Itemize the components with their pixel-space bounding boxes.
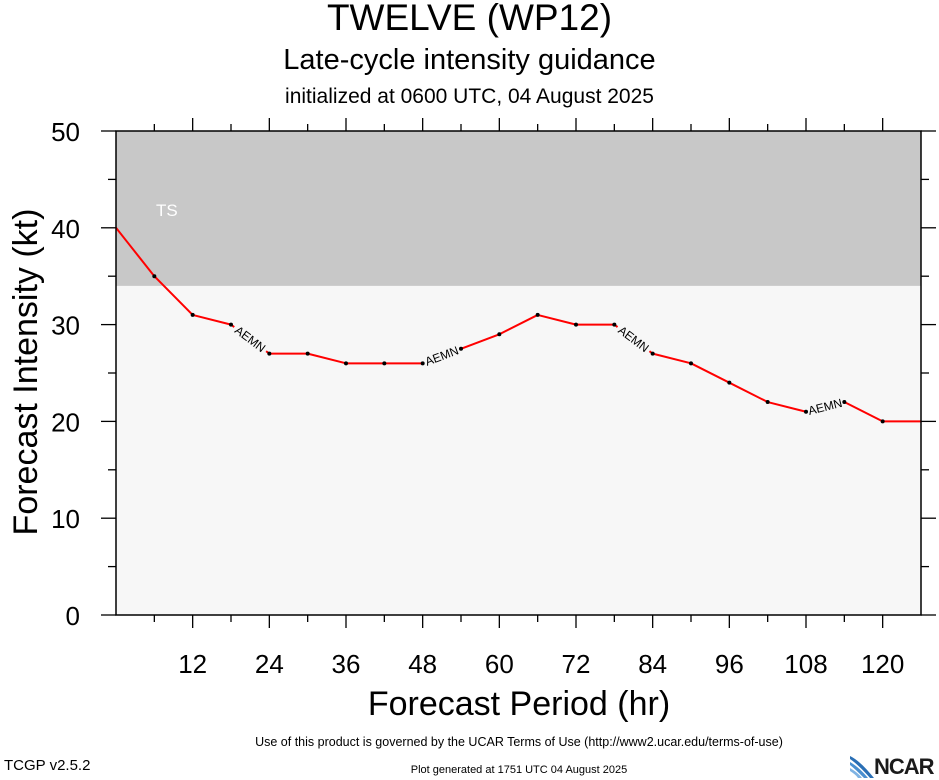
- y-tick-label: 20: [51, 407, 80, 437]
- data-point: [727, 380, 732, 385]
- data-point: [535, 312, 540, 317]
- y-tick-label: 0: [66, 601, 80, 631]
- data-point: [689, 361, 693, 366]
- series-segment: [537, 313, 577, 326]
- x-tick-label: 96: [715, 649, 744, 679]
- chart-title: TWELVE (WP12): [326, 0, 613, 38]
- axis-tick-labels: 12 24 36 48 60 72 84 96 108 120 0 10 20 30 40 50: [51, 117, 904, 679]
- data-point: [880, 419, 885, 424]
- series-segment: [460, 333, 500, 350]
- data-point: [459, 346, 463, 351]
- y-tick-label: 10: [51, 504, 80, 534]
- x-tick-label: 12: [178, 649, 207, 679]
- data-point: [842, 400, 847, 405]
- y-tick-label: 50: [51, 117, 80, 147]
- ncar-swoosh-icon: [850, 756, 874, 778]
- series-segment: [652, 352, 692, 365]
- data-point: [344, 361, 348, 366]
- series-segment: [728, 381, 769, 403]
- terms-of-use: Use of this product is governed by the U…: [255, 735, 783, 749]
- series-segment: [115, 227, 156, 277]
- ts-band-label: TS: [156, 201, 178, 220]
- x-tick-label: 24: [255, 649, 284, 679]
- x-tick-label: 108: [784, 649, 827, 679]
- y-tick-label: 30: [51, 311, 80, 341]
- ts-band: [116, 131, 921, 286]
- data-point: [382, 361, 387, 366]
- initialization-time: initialized at 0600 UTC, 04 August 2025: [285, 85, 654, 108]
- data-point: [765, 400, 770, 405]
- chart-subtitle: Late-cycle intensity guidance: [283, 44, 656, 76]
- data-point: [497, 332, 502, 337]
- series-segment: [767, 401, 807, 413]
- data-point: [650, 351, 655, 356]
- data-point: [305, 351, 310, 356]
- y-axis-label: Forecast Intensity (kt): [7, 208, 45, 536]
- y-tick-label: 40: [51, 214, 80, 244]
- x-tick-label: 72: [562, 649, 591, 679]
- data-point: [612, 322, 617, 327]
- x-tick-label: 60: [485, 649, 514, 679]
- data-point: [229, 322, 233, 327]
- data-point: [804, 409, 808, 414]
- axis-ticks: [101, 118, 936, 628]
- data-point: [190, 312, 195, 317]
- x-tick-label: 36: [332, 649, 361, 679]
- x-axis-label: Forecast Period (hr): [367, 685, 671, 723]
- x-tick-label: 120: [861, 649, 904, 679]
- data-point: [152, 274, 157, 279]
- series-segment: [307, 352, 347, 365]
- x-tick-label: 84: [638, 649, 667, 679]
- series-segment: [843, 401, 884, 423]
- data-point: [574, 322, 578, 327]
- plot-frame: [115, 130, 922, 616]
- data-point: [267, 351, 272, 356]
- x-tick-label: 48: [408, 649, 437, 679]
- series-segment: [498, 314, 539, 336]
- generated-time: Plot generated at 1751 UTC 04 August 202…: [410, 764, 628, 776]
- series-segment: [192, 313, 232, 326]
- series-segment: [153, 275, 194, 316]
- data-point: [420, 361, 425, 366]
- series-segment: [690, 362, 730, 384]
- ncar-logo-text: NCAR: [874, 754, 935, 779]
- version-label: TCGP v2.5.2: [4, 757, 91, 774]
